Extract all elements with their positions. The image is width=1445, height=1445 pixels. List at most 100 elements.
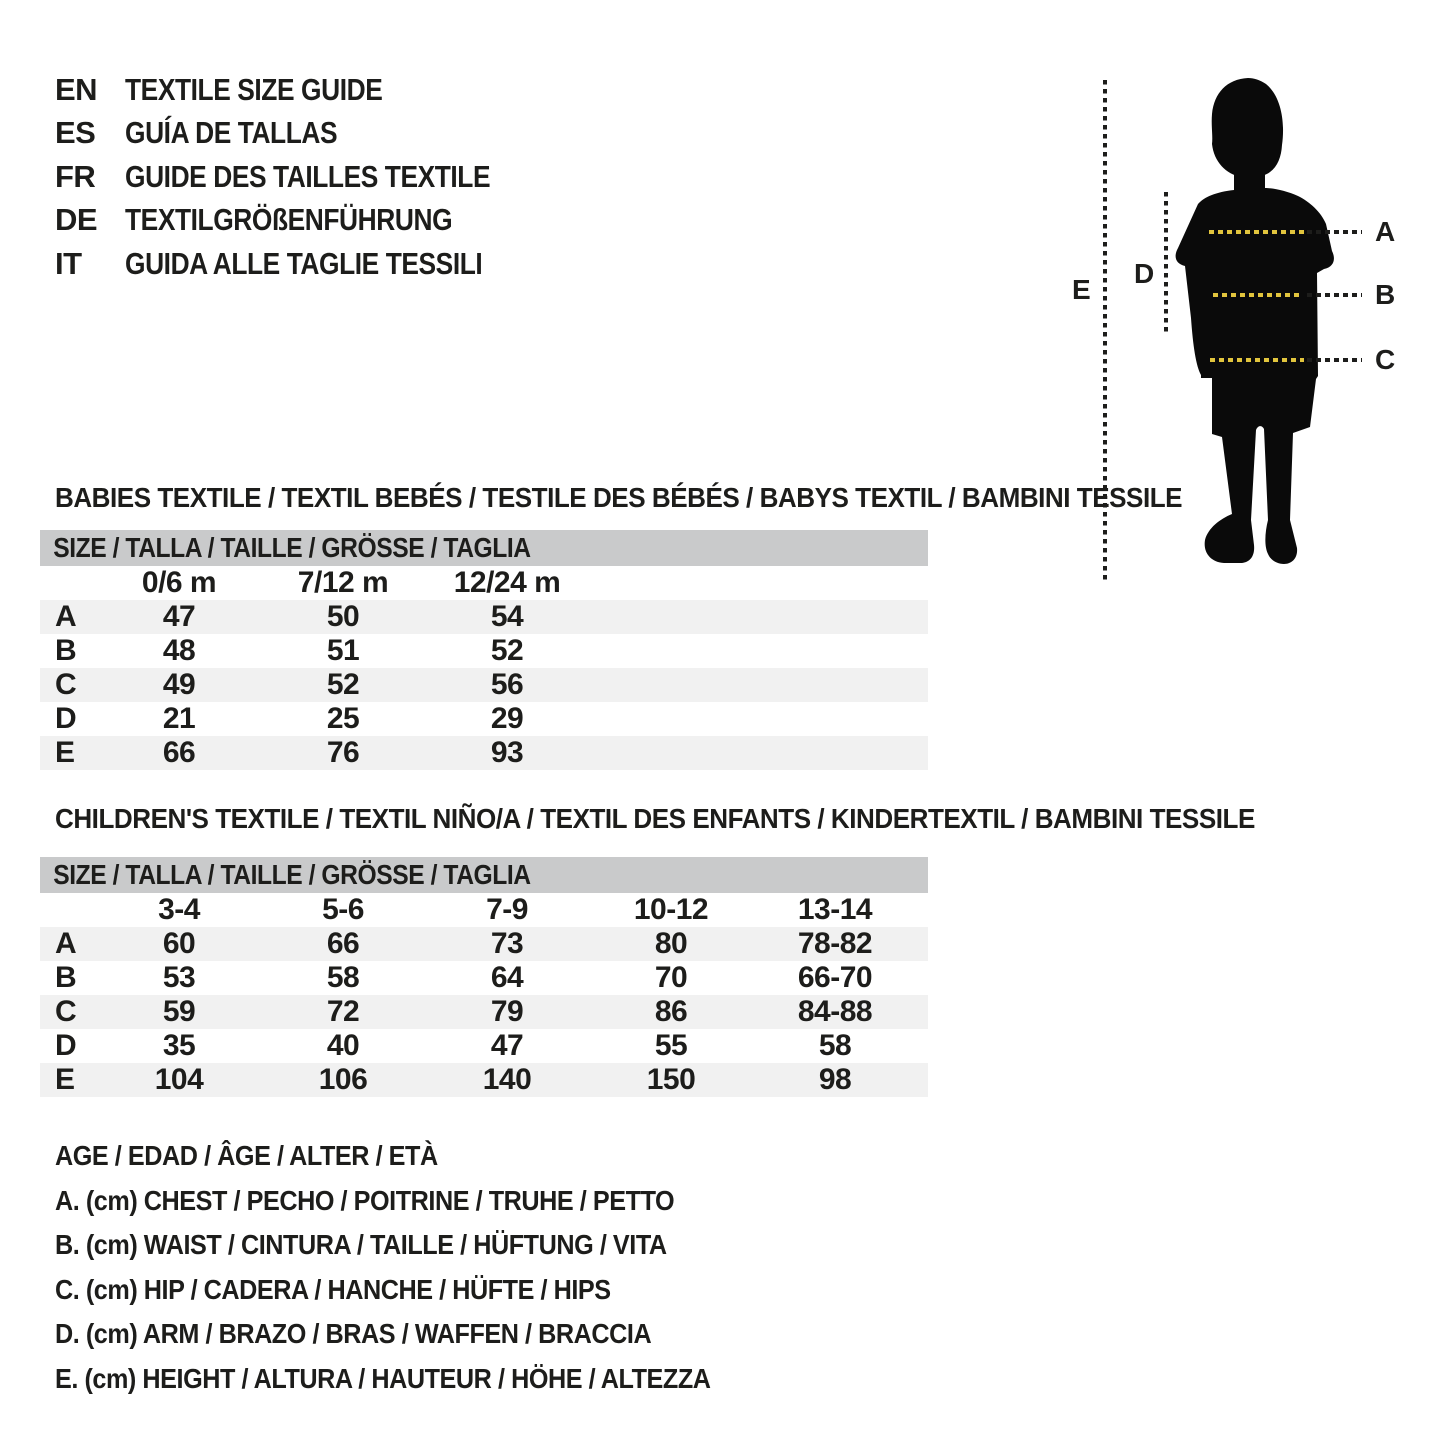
table-row: A 47 50 54 <box>40 600 928 634</box>
table-cell: 58 <box>818 1029 852 1062</box>
children-column-header-row: 3-4 5-6 7-9 10-12 13-14 <box>40 893 928 927</box>
table-row: D 21 25 29 <box>40 702 928 736</box>
table-row: B 48 51 52 <box>40 634 928 668</box>
legend-text: D. (cm) ARM / BRAZO / BRAS / WAFFEN / BR… <box>55 1318 652 1349</box>
table-row: A 60 66 73 80 78-82 <box>40 927 928 961</box>
table-row: C 59 72 79 86 84-88 <box>40 995 928 1029</box>
babies-section-title: BABIES TEXTILE / TEXTIL BEBÉS / TESTILE … <box>55 482 1267 514</box>
table-cell: 80 <box>654 927 688 960</box>
language-code: IT <box>55 246 82 281</box>
table-cell: 25 <box>326 702 360 735</box>
table-row: B 53 58 64 70 66-70 <box>40 961 928 995</box>
table-cell: 66-70 <box>797 961 873 994</box>
table-cell: 72 <box>326 995 360 1028</box>
row-label: D <box>55 702 77 735</box>
babies-column-header-row: 0/6 m 7/12 m 12/24 m <box>40 566 928 600</box>
table-row: D 35 40 47 55 58 <box>40 1029 928 1063</box>
children-section-title-text: CHILDREN'S TEXTILE / TEXTIL NIÑO/A / TEX… <box>55 803 1255 834</box>
table-cell: 53 <box>162 961 196 994</box>
language-code: FR <box>55 159 96 194</box>
table-cell: 66 <box>162 736 196 769</box>
legend-text: A. (cm) CHEST / PECHO / POITRINE / TRUHE… <box>55 1184 675 1216</box>
row-label: E <box>55 1063 76 1096</box>
waist-measure-dash-yellow <box>1213 293 1303 297</box>
table-cell: 86 <box>654 995 688 1028</box>
table-cell: 73 <box>490 927 524 960</box>
row-label: E <box>55 736 76 769</box>
legend-text: B. (cm) WAIST / CINTURA / TAILLE / HÜFTU… <box>55 1229 667 1260</box>
hip-measure-dash-black <box>1307 358 1362 362</box>
measure-label-b: B <box>1375 279 1396 310</box>
table-row: E 66 76 93 <box>40 736 928 770</box>
language-code: EN <box>55 72 98 107</box>
column-header: 7/12 m <box>297 566 389 599</box>
language-title: GUIDA ALLE TAGLIE TESSILI <box>125 246 483 281</box>
table-cell: 52 <box>326 668 360 701</box>
table-row: E 104 106 140 150 98 <box>40 1063 928 1097</box>
language-title: GUIDE DES TAILLES TEXTILE <box>125 159 491 194</box>
measure-label-c: C <box>1375 344 1396 375</box>
table-cell: 40 <box>326 1029 360 1062</box>
row-label: D <box>55 1029 77 1062</box>
babies-section-title-text: BABIES TEXTILE / TEXTIL BEBÉS / TESTILE … <box>55 482 1183 513</box>
legend-text: AGE / EDAD / ÂGE / ALTER / ETÀ <box>55 1140 438 1171</box>
children-size-header-band: SIZE / TALLA / TAILLE / GRÖSSE / TAGLIA <box>40 857 928 893</box>
table-cell: 104 <box>154 1063 204 1096</box>
measure-label-e: E <box>1072 274 1091 305</box>
table-cell: 150 <box>646 1063 696 1096</box>
children-size-header-text: SIZE / TALLA / TAILLE / GRÖSSE / TAGLIA <box>53 859 531 890</box>
table-cell: 35 <box>162 1029 196 1062</box>
row-label: A <box>55 927 77 960</box>
table-row: C 49 52 56 <box>40 668 928 702</box>
measure-label-a: A <box>1375 216 1396 247</box>
table-cell: 79 <box>490 995 524 1028</box>
table-cell: 56 <box>490 668 524 701</box>
chest-measure-dash-black <box>1307 230 1362 234</box>
chest-measure-dash-yellow <box>1209 230 1304 234</box>
legend-text: C. (cm) HIP / CADERA / HANCHE / HÜFTE / … <box>55 1273 611 1305</box>
table-cell: 59 <box>162 995 196 1028</box>
table-cell: 70 <box>654 961 688 994</box>
table-cell: 52 <box>490 634 524 667</box>
column-header: 7-9 <box>486 893 528 926</box>
table-cell: 64 <box>490 961 524 994</box>
babies-size-header-band: SIZE / TALLA / TAILLE / GRÖSSE / TAGLIA <box>40 530 928 566</box>
legend-line-age: AGE / EDAD / ÂGE / ALTER / ETÀ <box>55 1140 480 1172</box>
waist-measure-dash-black <box>1307 293 1362 297</box>
row-label: B <box>55 634 77 667</box>
table-cell: 78-82 <box>797 927 873 960</box>
table-cell: 21 <box>162 702 196 735</box>
language-title: GUÍA DE TALLAS <box>125 115 338 150</box>
arm-measure-line-D <box>1164 192 1168 334</box>
table-cell: 49 <box>162 668 196 701</box>
legend-line-chest: A. (cm) CHEST / PECHO / POITRINE / TRUHE… <box>55 1185 743 1217</box>
measure-label-d: D <box>1134 258 1155 289</box>
column-header: 3-4 <box>158 893 200 926</box>
legend-line-hip: C. (cm) HIP / CADERA / HANCHE / HÜFTE / … <box>55 1274 672 1306</box>
column-header: 13-14 <box>797 893 873 926</box>
row-label: A <box>55 600 77 633</box>
table-cell: 58 <box>326 961 360 994</box>
language-title: TEXTILE SIZE GUIDE <box>125 72 383 107</box>
table-cell: 60 <box>162 927 196 960</box>
table-cell: 47 <box>162 600 196 633</box>
column-header: 0/6 m <box>141 566 217 599</box>
table-cell: 47 <box>490 1029 524 1062</box>
legend-line-height: E. (cm) HEIGHT / ALTURA / HAUTEUR / HÖHE… <box>55 1363 783 1395</box>
legend-line-arm: D. (cm) ARM / BRAZO / BRAS / WAFFEN / BR… <box>55 1318 717 1350</box>
table-cell: 48 <box>162 634 196 667</box>
row-label: B <box>55 961 77 994</box>
table-cell: 66 <box>326 927 360 960</box>
table-cell: 76 <box>326 736 360 769</box>
table-cell: 106 <box>318 1063 368 1096</box>
babies-size-header-text: SIZE / TALLA / TAILLE / GRÖSSE / TAGLIA <box>53 532 531 563</box>
table-cell: 51 <box>326 634 360 667</box>
row-label: C <box>55 995 77 1028</box>
table-cell: 55 <box>654 1029 688 1062</box>
height-measure-line-E <box>1103 80 1107 580</box>
column-header: 5-6 <box>322 893 364 926</box>
table-cell: 84-88 <box>797 995 873 1028</box>
column-header: 12/24 m <box>453 566 561 599</box>
table-cell: 50 <box>326 600 360 633</box>
